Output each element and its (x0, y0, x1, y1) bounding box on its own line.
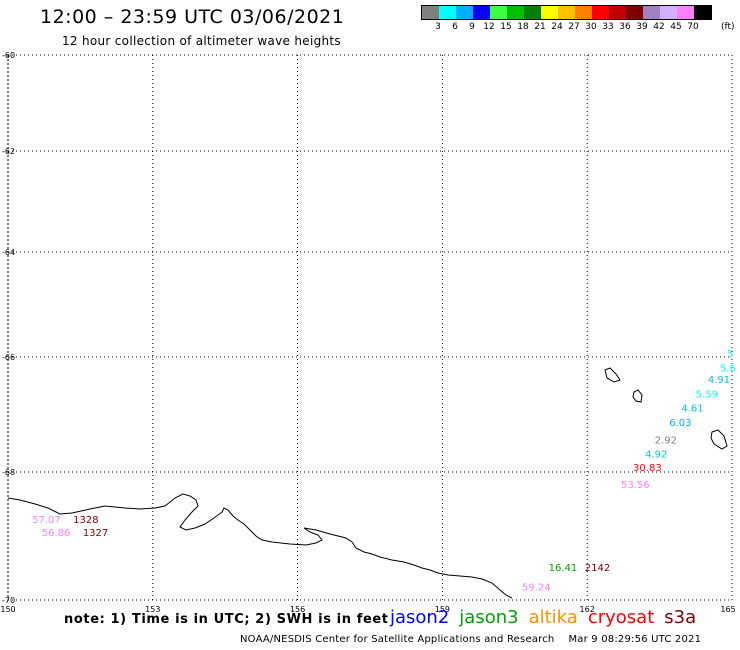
wave-height-label: 4.91 (708, 375, 730, 386)
wave-height-label: 30.83 (633, 463, 662, 474)
legend-unit: (ft) (721, 22, 735, 32)
longitude-tick-label: 159 (435, 605, 450, 614)
legend-swatch (677, 6, 694, 19)
map-frame (7, 54, 733, 601)
legend-tick-label: 30 (585, 22, 597, 32)
satellite-label-jason2: jason2 (390, 607, 450, 628)
wave-height-label: 6.03 (669, 418, 691, 429)
wave-height-label: 53.56 (621, 480, 650, 491)
wave-height-label: 2142 (585, 563, 610, 574)
legend-color-bar (421, 5, 712, 20)
legend-tick-label: 24 (551, 22, 563, 32)
legend-tick-label: 27 (568, 22, 580, 32)
legend-tick-label: 18 (517, 22, 529, 32)
wave-height-label: 59.24 (522, 582, 551, 593)
legend-tick-label: 70 (687, 22, 699, 32)
legend-tick-label: 12 (483, 22, 495, 32)
legend-swatch (541, 6, 558, 19)
wave-height-label: 16.41 (549, 563, 578, 574)
satellite-legend: jason2 jason3 altika cryosat s3a (390, 607, 706, 628)
legend-tick-label: 39 (636, 22, 648, 32)
legend-swatch (524, 6, 541, 19)
wave-height-label: 4.61 (681, 404, 703, 415)
legend-swatch (609, 6, 626, 19)
satellite-label-altika: altika (528, 607, 578, 628)
longitude-tick-label: 150 (0, 605, 15, 614)
longitude-tick-label: 165 (720, 605, 735, 614)
wave-height-label: 5 (727, 349, 733, 360)
coastline (7, 367, 728, 599)
satellite-label-s3a: s3a (664, 607, 697, 628)
wave-height-label: 1328 (73, 515, 98, 526)
wave-height-label: 57.07 (32, 515, 61, 526)
latitude-tick-label: -64 (2, 248, 15, 257)
units-note: note: 1) Time is in UTC; 2) SWH is in fe… (64, 612, 389, 627)
latitude-tick-label: -62 (2, 147, 15, 156)
legend-swatch (473, 6, 490, 19)
legend-swatch (507, 6, 524, 19)
wave-height-label: 2.92 (655, 435, 677, 446)
legend-tick-label: 15 (500, 22, 512, 32)
longitude-tick-label: 162 (580, 605, 595, 614)
axis-labels: 150 153 156 159 162 165 -60 -62 -64 -66 -68 -70 (0, 51, 735, 614)
antarctic-coastline (7, 493, 513, 599)
legend-tick-label: 6 (452, 22, 458, 32)
legend-swatch (626, 6, 643, 19)
latitude-tick-label: -68 (2, 468, 15, 477)
legend-swatch (422, 6, 439, 19)
wave-height-label: 5.59 (696, 389, 718, 400)
legend-swatch (490, 6, 507, 19)
island-coastline (710, 429, 728, 450)
footer: NOAA/NESDIS Center for Satellite Applica… (240, 634, 701, 645)
legend-tick-label: 36 (619, 22, 631, 32)
wave-height-label: 4.92 (645, 450, 667, 461)
map-grid (7, 54, 733, 601)
legend-swatch (592, 6, 609, 19)
map-title: 12:00 – 23:59 UTC 03/06/2021 (40, 6, 345, 28)
wave-height-label: 5.6 (720, 363, 736, 374)
latitude-tick-label: -70 (2, 596, 15, 605)
legend-tick-label: 9 (469, 22, 475, 32)
legend-swatch (558, 6, 575, 19)
color-legend: (ft) 3 6 9 12 15 18 21 24 27 30 33 36 39 42 45 70 (421, 5, 735, 34)
wave-height-label: 1327 (83, 528, 108, 539)
observations: 5 5.64.91 5.59 4.61 6.03 2.92 4.92 30.83 53.56 57… (32, 349, 736, 593)
latitude-tick-label: -60 (2, 51, 15, 60)
satellite-label-jason3: jason3 (459, 607, 519, 628)
satellite-label-cryosat: cryosat (587, 607, 655, 628)
legend-swatch (643, 6, 660, 19)
island-coastline (604, 367, 621, 383)
legend-swatch (575, 6, 592, 19)
map-subtitle: 12 hour collection of altimeter wave hei… (62, 34, 341, 48)
generated-timestamp: Mar 9 08:29:56 UTC 2021 (568, 634, 702, 645)
latitude-tick-label: -66 (2, 353, 15, 362)
legend-tick-label: 3 (435, 22, 441, 32)
legend-tick-label: 33 (602, 22, 614, 32)
longitude-tick-label: 153 (145, 605, 160, 614)
longitude-tick-label: 156 (290, 605, 305, 614)
legend-swatch (456, 6, 473, 19)
agency-credit: NOAA/NESDIS Center for Satellite Applica… (240, 634, 555, 645)
legend-tick-labels: (ft) 3 6 9 12 15 18 21 24 27 30 33 36 39 42 45 70 (421, 20, 734, 34)
island-coastline (632, 389, 643, 403)
legend-swatch (694, 6, 711, 19)
wave-height-label: 56.86 (42, 528, 71, 539)
legend-tick-label: 21 (534, 22, 546, 32)
legend-tick-label: 42 (653, 22, 665, 32)
legend-swatch (660, 6, 677, 19)
legend-tick-label: 45 (670, 22, 682, 32)
legend-swatch (439, 6, 456, 19)
